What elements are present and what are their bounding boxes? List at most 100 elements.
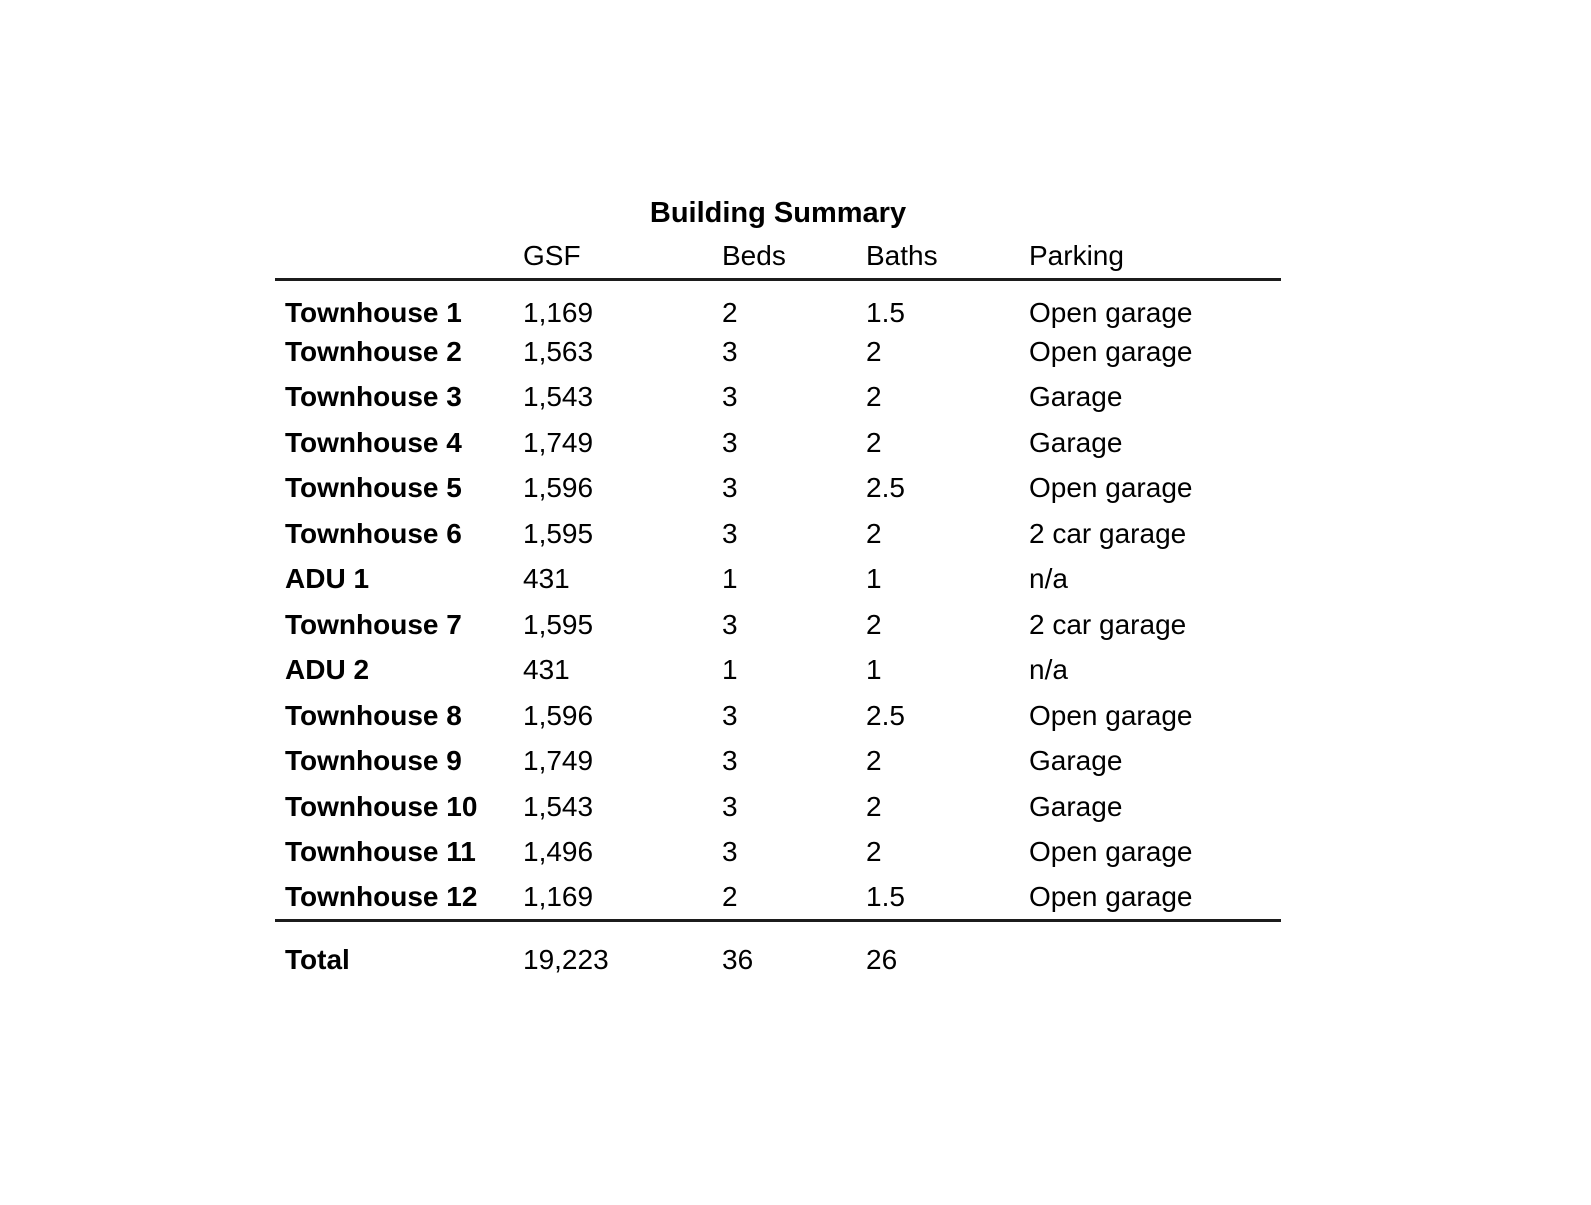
cell-parking: Open garage xyxy=(1029,472,1193,504)
table-row: Townhouse 10 1,543 3 2 Garage xyxy=(275,784,1281,830)
table-title: Building Summary xyxy=(649,197,907,229)
cell-beds: 2 xyxy=(722,875,866,922)
cell-unit-label: Townhouse 3 xyxy=(285,381,462,413)
cell-unit-label: Townhouse 4 xyxy=(285,426,462,458)
total-baths-value: 26 xyxy=(866,944,898,975)
cell-baths: 2 xyxy=(866,790,882,822)
cell-unit-label: Townhouse 11 xyxy=(285,836,476,868)
cell-unit-label: ADU 2 xyxy=(285,654,370,686)
col-header-gsf: GSF xyxy=(523,238,722,281)
cell-gsf: 1,596 xyxy=(523,472,594,504)
cell-baths: 2.5 xyxy=(866,472,905,504)
table-row: Townhouse 12 1,169 2 1.5 Open garage xyxy=(275,875,1281,922)
cell-unit-label: ADU 1 xyxy=(285,563,370,595)
cell-unit-label: Townhouse 10 xyxy=(285,790,478,822)
cell-beds: 3 xyxy=(722,517,738,549)
cell-unit-label: Townhouse 6 xyxy=(285,517,462,549)
cell-gsf: 1,543 xyxy=(523,381,594,413)
cell-gsf: 1,749 xyxy=(523,745,594,777)
cell-beds: 3 xyxy=(722,790,738,822)
cell-baths: 2 xyxy=(866,517,882,549)
cell-gsf: 1,543 xyxy=(523,790,594,822)
cell-beds: 3 xyxy=(722,381,738,413)
cell-unit-label: Townhouse 7 xyxy=(285,608,462,640)
cell-unit-label: Townhouse 8 xyxy=(285,699,462,731)
cell-parking: Open garage xyxy=(1029,297,1193,328)
cell-parking: Open garage xyxy=(1029,875,1281,922)
table-row: Townhouse 3 1,543 3 2 Garage xyxy=(275,375,1281,421)
total-row: Total 19,223 36 26 xyxy=(275,921,1281,977)
cell-beds: 3 xyxy=(722,699,738,731)
cell-baths: 2 xyxy=(866,426,882,458)
cell-baths: 1 xyxy=(866,654,882,686)
total-label: Total xyxy=(285,944,350,975)
cell-unit-label: Townhouse 9 xyxy=(285,745,462,777)
col-header-parking: Parking xyxy=(1029,238,1281,281)
table-row: Townhouse 8 1,596 3 2.5 Open garage xyxy=(275,693,1281,739)
cell-parking: 2 car garage xyxy=(1029,517,1187,549)
col-header-baths: Baths xyxy=(866,238,1029,281)
cell-gsf: 1,496 xyxy=(523,836,594,868)
cell-baths: 2 xyxy=(866,745,882,777)
col-header-beds: Beds xyxy=(722,238,866,281)
cell-unit-label: Townhouse 2 xyxy=(285,335,462,367)
total-beds-value: 36 xyxy=(722,944,754,975)
cell-baths: 1.5 xyxy=(866,297,905,328)
cell-parking: Garage xyxy=(1029,745,1123,777)
cell-beds: 2 xyxy=(722,297,738,328)
cell-baths: 1.5 xyxy=(866,875,1029,922)
cell-parking: Open garage xyxy=(1029,836,1193,868)
cell-gsf: 431 xyxy=(523,563,570,595)
table-row: Townhouse 7 1,595 3 2 2 car garage xyxy=(275,602,1281,648)
cell-baths: 2 xyxy=(866,335,882,367)
cell-beds: 3 xyxy=(722,426,738,458)
total-gsf-value: 19,223 xyxy=(523,944,609,975)
cell-beds: 3 xyxy=(722,608,738,640)
cell-parking: Open garage xyxy=(1029,335,1193,367)
cell-unit-label: Townhouse 12 xyxy=(275,875,523,922)
table-row: Townhouse 5 1,596 3 2.5 Open garage xyxy=(275,466,1281,512)
cell-parking: Garage xyxy=(1029,381,1123,413)
cell-baths: 2 xyxy=(866,836,882,868)
cell-parking: 2 car garage xyxy=(1029,608,1187,640)
table-row: Townhouse 2 1,563 3 2 Open garage xyxy=(275,329,1281,375)
cell-gsf: 1,595 xyxy=(523,608,594,640)
cell-unit-label: Townhouse 5 xyxy=(285,472,462,504)
cell-gsf: 1,749 xyxy=(523,426,594,458)
cell-gsf: 1,563 xyxy=(523,335,594,367)
header-row: GSF Beds Baths Parking xyxy=(275,238,1281,281)
cell-parking: Garage xyxy=(1029,790,1123,822)
cell-parking: Open garage xyxy=(1029,699,1193,731)
cell-baths: 2.5 xyxy=(866,699,905,731)
col-header-unit xyxy=(275,238,523,281)
cell-parking: n/a xyxy=(1029,563,1068,595)
table-row: ADU 1 431 1 1 n/a xyxy=(275,557,1281,603)
cell-beds: 3 xyxy=(722,836,738,868)
building-summary-table: GSF Beds Baths Parking Townhouse 1 1,169 2… xyxy=(275,238,1281,976)
cell-beds: 3 xyxy=(722,335,738,367)
building-summary-section: Building Summary GSF Beds Baths Parking … xyxy=(275,197,1281,976)
cell-baths: 1 xyxy=(866,563,882,595)
cell-beds: 3 xyxy=(722,745,738,777)
table-row: Townhouse 1 1,169 2 1.5 Open garage xyxy=(275,280,1281,330)
cell-unit-label: Townhouse 1 xyxy=(285,297,462,328)
table-row: Townhouse 4 1,749 3 2 Garage xyxy=(275,420,1281,466)
cell-gsf: 1,169 xyxy=(523,297,594,328)
table-row: Townhouse 11 1,496 3 2 Open garage xyxy=(275,830,1281,876)
table-row: Townhouse 6 1,595 3 2 2 car garage xyxy=(275,511,1281,557)
cell-gsf: 1,169 xyxy=(523,875,722,922)
cell-beds: 3 xyxy=(722,472,738,504)
table-row: Townhouse 9 1,749 3 2 Garage xyxy=(275,739,1281,785)
cell-gsf: 1,596 xyxy=(523,699,594,731)
cell-gsf: 1,595 xyxy=(523,517,594,549)
cell-gsf: 431 xyxy=(523,654,570,686)
table-row: ADU 2 431 1 1 n/a xyxy=(275,648,1281,694)
cell-baths: 2 xyxy=(866,608,882,640)
cell-beds: 1 xyxy=(722,654,738,686)
cell-beds: 1 xyxy=(722,563,738,595)
cell-parking: Garage xyxy=(1029,426,1123,458)
cell-parking: n/a xyxy=(1029,654,1068,686)
total-parking-value xyxy=(1029,921,1281,977)
cell-baths: 2 xyxy=(866,381,882,413)
